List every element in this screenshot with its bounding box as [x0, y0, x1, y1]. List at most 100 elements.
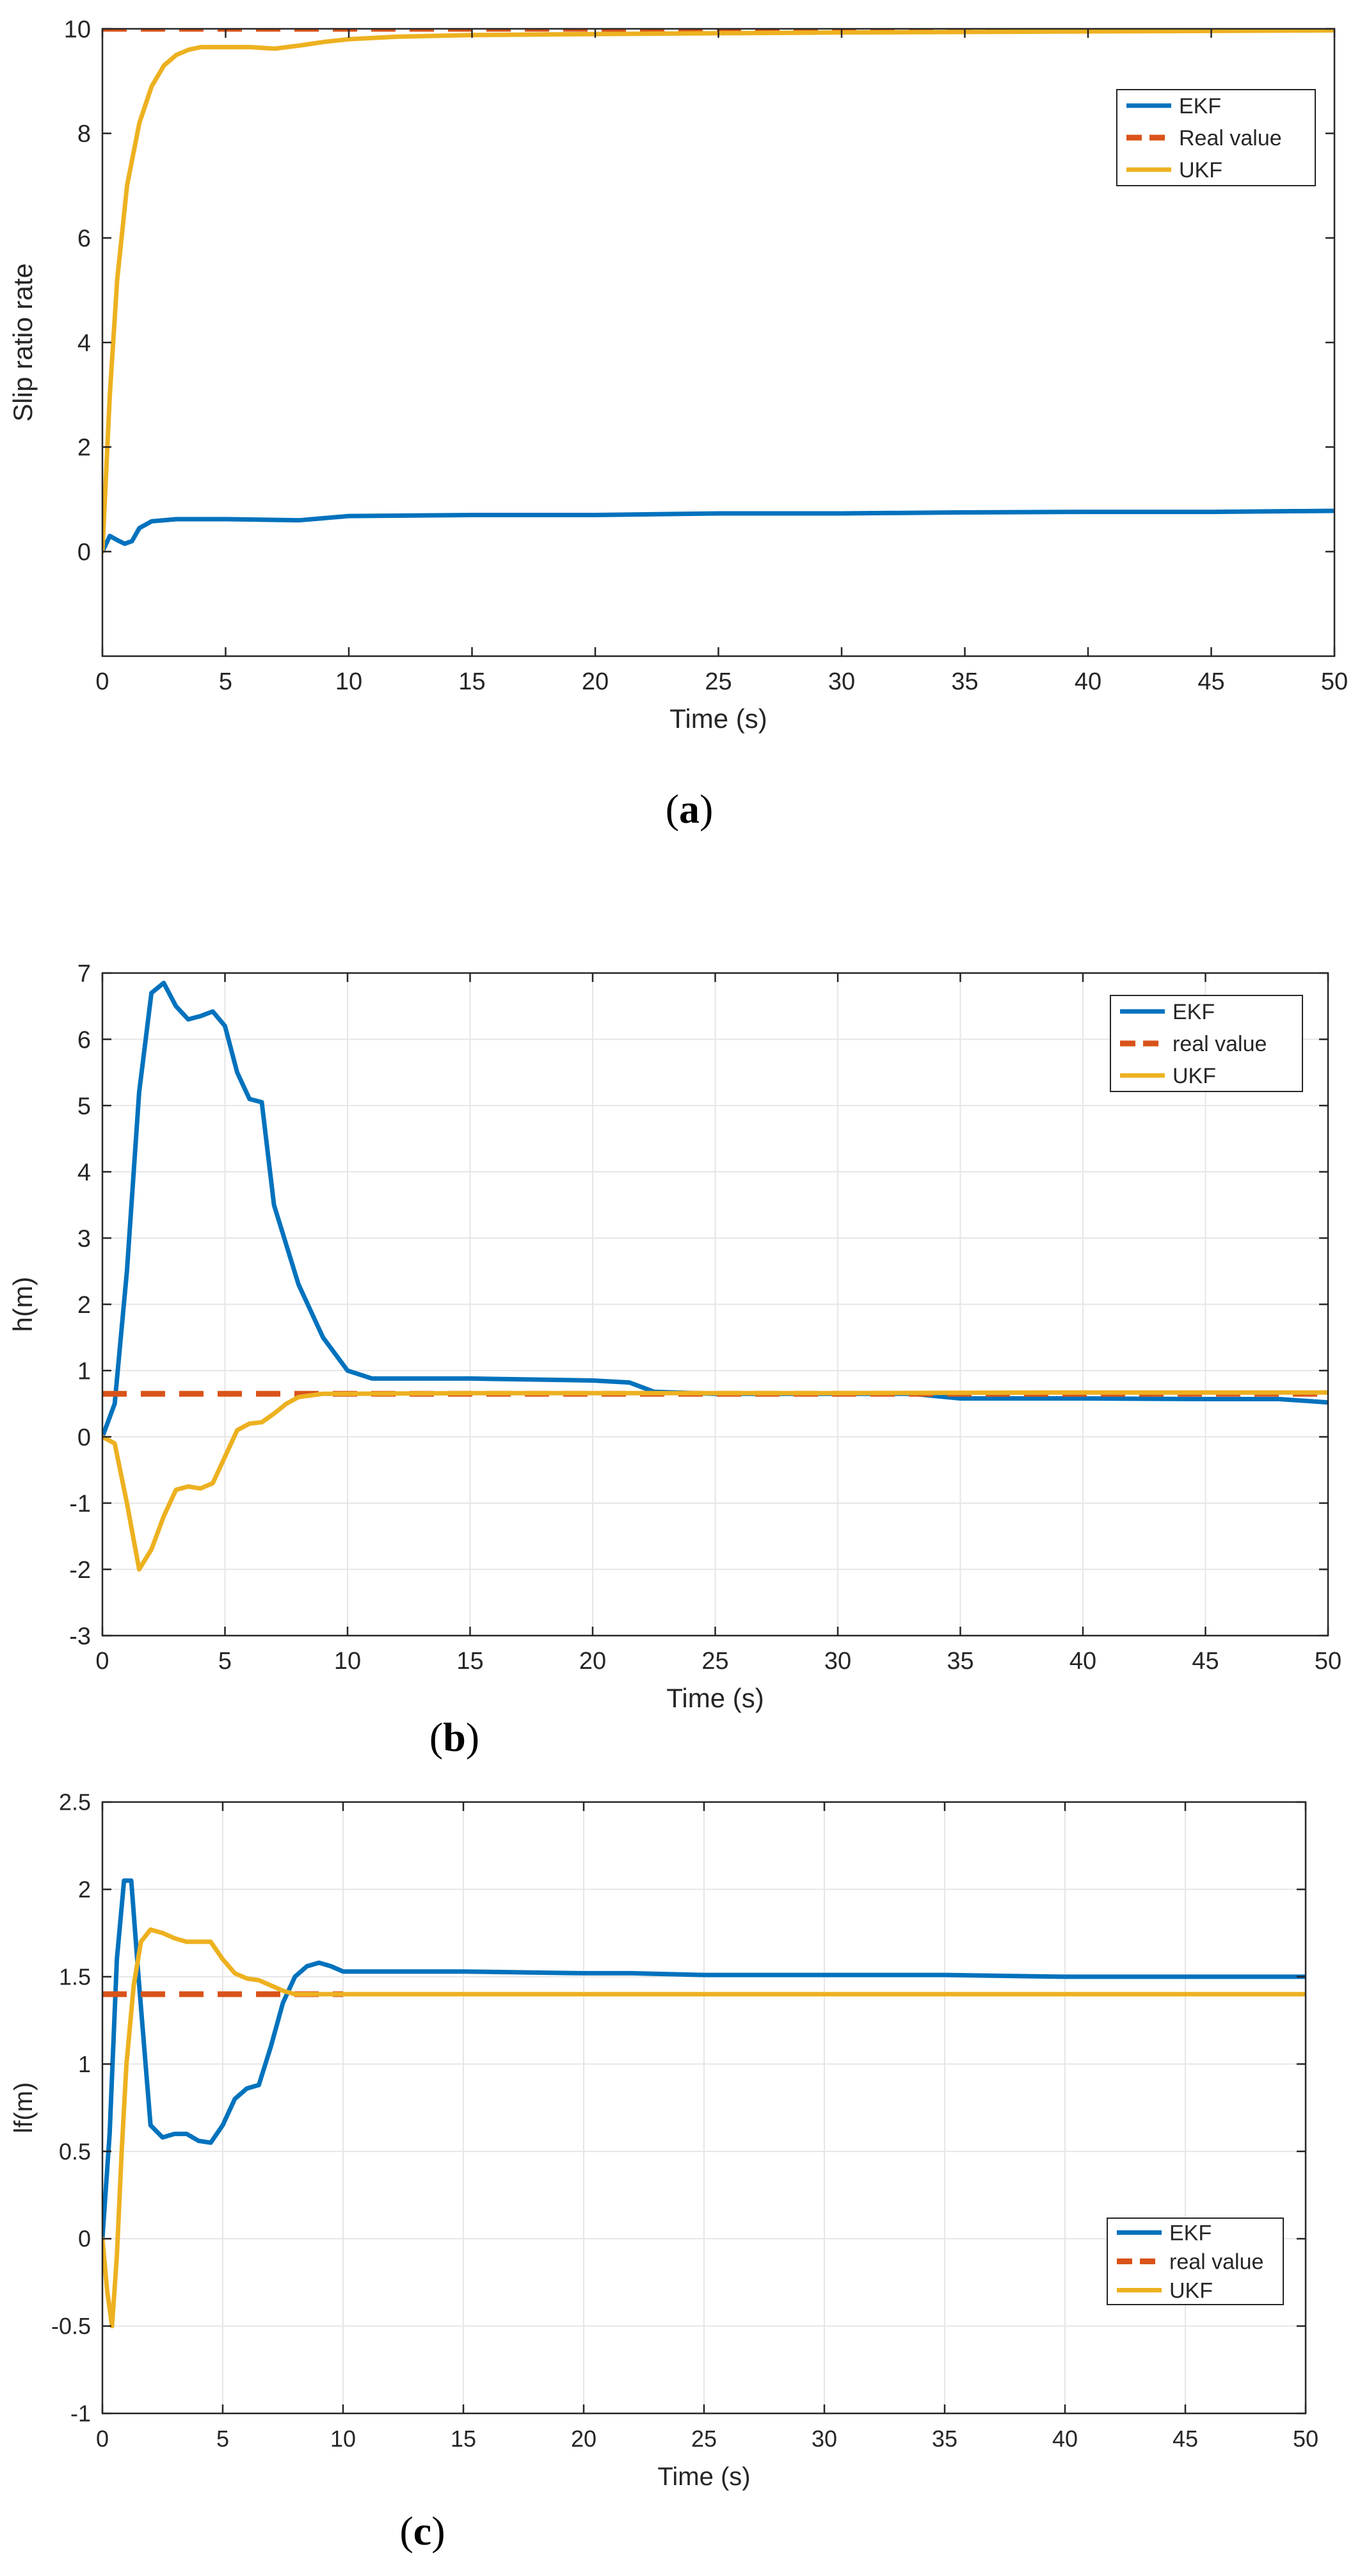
x-tick-label: 45	[1192, 1648, 1219, 1675]
legend-label: real value	[1169, 2250, 1263, 2274]
caption-letter: c	[413, 2508, 431, 2554]
legend-label: UKF	[1173, 1064, 1216, 1088]
y-tick-label: -0.5	[51, 2313, 91, 2339]
y-tick-label: 6	[77, 1027, 91, 1054]
x-tick-label: 40	[1069, 1648, 1096, 1675]
caption-paren-open: (	[429, 1714, 443, 1760]
x-tick-label: 30	[812, 2426, 837, 2452]
series-group	[102, 1878, 1306, 2329]
x-tick-label: 40	[1075, 668, 1101, 695]
y-tick-label: 10	[64, 16, 91, 43]
caption-paren-close: )	[431, 2508, 445, 2554]
x-tick-label: 20	[579, 1648, 606, 1675]
y-tick-label: 7	[77, 960, 91, 987]
caption-letter: b	[443, 1714, 466, 1760]
y-tick-label: -1	[69, 1490, 91, 1517]
caption-letter: a	[679, 786, 700, 832]
legend-label: UKF	[1179, 158, 1222, 182]
x-tick-label: 35	[932, 2426, 957, 2452]
caption-paren-open: (	[666, 786, 679, 832]
y-tick-label: 2.5	[59, 1789, 91, 1815]
x-tick-label: 0	[95, 1648, 109, 1675]
x-tick-label: 50	[1321, 668, 1348, 695]
y-tick-label: 0	[78, 2226, 91, 2252]
y-tick-label: 2	[77, 1292, 91, 1319]
y-tick-label: 2	[77, 435, 91, 462]
x-axis-label: Time (s)	[669, 704, 767, 734]
x-tick-label: 0	[95, 668, 109, 695]
x-tick-label: 5	[218, 1648, 232, 1675]
y-tick-label: 0	[77, 1424, 91, 1451]
legend-label: EKF	[1179, 94, 1221, 118]
caption-paren-close: )	[466, 1714, 479, 1760]
caption-paren-open: (	[399, 2508, 413, 2554]
y-tick-label: 1	[77, 1358, 91, 1385]
y-axis-label: lf(m)	[10, 2082, 38, 2134]
figure-caption: (b)	[429, 1714, 479, 1760]
series-line-ukf	[102, 29, 1334, 554]
legend-label: real value	[1173, 1032, 1267, 1056]
x-tick-label: 25	[705, 668, 732, 695]
x-tick-label: 25	[691, 2426, 717, 2452]
series-line-ukf	[102, 1927, 1306, 2329]
x-tick-label: 50	[1315, 1648, 1341, 1675]
x-tick-label: 50	[1293, 2426, 1318, 2452]
y-tick-label: 8	[77, 121, 91, 148]
x-axis-label: Time (s)	[666, 1683, 764, 1713]
x-tick-label: 45	[1173, 2426, 1198, 2452]
series-line-ukf	[102, 1390, 1328, 1572]
series-group	[102, 981, 1328, 1572]
y-tick-label: -1	[70, 2401, 91, 2427]
y-tick-label: 5	[77, 1093, 91, 1120]
x-tick-label: 30	[824, 1648, 851, 1675]
x-tick-label: 10	[334, 1648, 361, 1675]
x-tick-label: 5	[216, 2426, 229, 2452]
legend: EKF Real value UKF	[1116, 89, 1316, 186]
chart-c: 0 5 10 15 20 25 30 35 40 45 50 -1 -0.5 0 0.5 1 1.5 2 2.5 Ti…	[10, 1789, 1318, 2554]
x-tick-label: 45	[1197, 668, 1224, 695]
x-tick-label: 20	[571, 2426, 596, 2452]
y-axis-label: h(m)	[8, 1276, 38, 1332]
y-tick-label: 4	[77, 330, 91, 357]
x-tick-label: 35	[947, 1648, 973, 1675]
x-tick-label: 35	[951, 668, 978, 695]
x-tick-label: 5	[219, 668, 232, 695]
chart-a: 0 5 10 15 20 25 30 35 40 45 50 0 2 4 6 8 10 Time (s) Slip …	[8, 16, 1348, 832]
x-tick-label: 25	[701, 1648, 728, 1675]
caption-paren-close: )	[700, 786, 713, 832]
legend: EKF real value UKF	[1110, 995, 1303, 1092]
series-line-ekf	[102, 508, 1334, 554]
series-group	[102, 29, 1334, 554]
y-tick-label: 3	[77, 1225, 91, 1252]
y-tick-label: -3	[69, 1623, 91, 1650]
x-tick-label: 0	[96, 2426, 109, 2452]
y-tick-label: 1	[78, 2051, 91, 2077]
legend-label: EKF	[1173, 1000, 1215, 1024]
y-tick-label: 2	[78, 1876, 91, 1903]
y-tick-label: 1.5	[59, 1963, 91, 1990]
legend-label: EKF	[1169, 2221, 1212, 2246]
x-tick-label: 10	[330, 2426, 356, 2452]
y-tick-label: 0.5	[59, 2138, 91, 2164]
legend-label: UKF	[1169, 2279, 1213, 2303]
y-tick-label: 0	[77, 539, 91, 566]
y-tick-label: 4	[77, 1159, 91, 1186]
y-tick-label: 6	[77, 225, 91, 252]
x-tick-label: 30	[828, 668, 855, 695]
series-line-ekf	[102, 1878, 1306, 2241]
x-tick-label: 40	[1052, 2426, 1078, 2452]
legend-label: Real value	[1179, 126, 1282, 150]
x-tick-label: 15	[458, 668, 485, 695]
y-axis-label: Slip ratio rate	[8, 263, 38, 421]
x-tick-label: 15	[451, 2426, 476, 2452]
x-tick-label: 15	[456, 1648, 483, 1675]
figure-caption: (c)	[399, 2508, 445, 2554]
x-tick-label: 20	[582, 668, 609, 695]
legend: EKF real value UKF	[1107, 2218, 1284, 2305]
y-tick-label: -2	[69, 1557, 91, 1584]
figure-caption: (a)	[666, 786, 714, 832]
x-tick-label: 10	[335, 668, 362, 695]
